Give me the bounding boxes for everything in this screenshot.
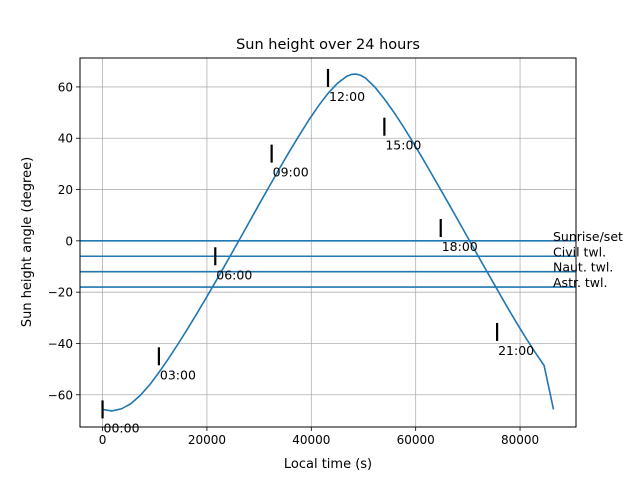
y-tick-label: −60 <box>48 388 73 402</box>
axis-ticks: 0 20000 40000 60000 80000 −60 −40 −20 0 20 40 60 <box>48 80 539 447</box>
y-tick-label: 20 <box>58 183 73 197</box>
hour-marker-label: 15:00 <box>385 138 421 153</box>
y-axis-label: Sun height angle (degree) <box>20 157 35 327</box>
x-tick-label: 60000 <box>397 433 435 447</box>
hour-marker-label: 06:00 <box>216 267 252 282</box>
axes-frame <box>79 57 577 428</box>
hour-marker-label: 18:00 <box>442 239 478 254</box>
x-tick-label: 80000 <box>501 433 539 447</box>
hour-markers: 00:00 03:00 06:00 09:00 12:00 15:00 18:00 21:00 <box>101 68 534 435</box>
y-tick-label: −20 <box>48 286 73 300</box>
reference-line-label: Sunrise/set <box>553 229 623 244</box>
sun-height-line <box>102 73 555 412</box>
y-tick-label: 0 <box>65 234 73 248</box>
hour-marker-label: 00:00 <box>104 420 140 435</box>
x-tick-label: 20000 <box>188 433 226 447</box>
reference-line-label: Civil twl. <box>553 244 606 259</box>
x-axis-label: Local time (s) <box>284 457 372 472</box>
x-tick-label: 0 <box>99 433 107 447</box>
hour-marker-label: 09:00 <box>273 165 309 180</box>
hour-marker-label: 03:00 <box>160 367 196 382</box>
hour-marker-label: 12:00 <box>329 89 365 104</box>
hour-marker-label: 21:00 <box>498 343 534 358</box>
chart-title: Sun height over 24 hours <box>236 37 420 53</box>
y-tick-label: −40 <box>48 337 73 351</box>
reference-line-label: Naut. twl. <box>553 260 613 275</box>
x-tick-label: 40000 <box>292 433 330 447</box>
reference-line-label: Astr. twl. <box>553 275 607 290</box>
y-tick-label: 60 <box>58 80 73 94</box>
y-tick-label: 40 <box>58 132 73 146</box>
